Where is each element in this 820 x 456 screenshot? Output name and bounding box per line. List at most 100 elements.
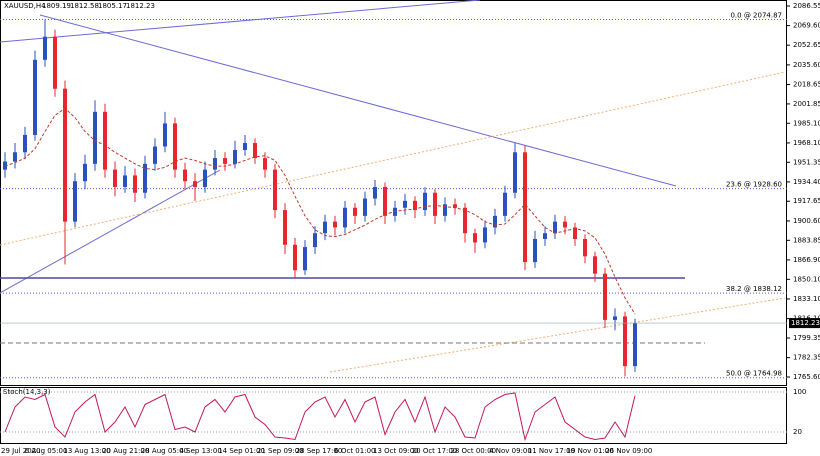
candle-body	[33, 59, 37, 135]
candle-body	[143, 163, 147, 193]
fib-label: 23.6 @ 1928.60	[726, 181, 782, 189]
x-tick-label: 11 Nov 17:00	[528, 447, 575, 455]
candle-body	[363, 198, 367, 216]
candle-body	[423, 192, 427, 211]
y-tick-label: 2035.60	[793, 61, 820, 69]
y-tick-label: 1799.35	[793, 334, 820, 342]
stoch-frame	[0, 387, 787, 444]
stoch-title: Stoch(14,3,3)	[3, 388, 51, 396]
x-tick-label: 4 Sep 13:00	[180, 447, 222, 455]
candle-body	[223, 158, 227, 164]
candle-body	[313, 233, 317, 248]
y-tick-label: 1833.10	[793, 295, 820, 303]
x-tick-label: 26 Nov 09:00	[605, 447, 652, 455]
candle-body	[383, 186, 387, 216]
candle-body	[323, 221, 327, 234]
candle-body	[283, 210, 287, 245]
candle-body	[343, 207, 347, 228]
candle-body	[53, 36, 57, 89]
candle-body	[63, 88, 67, 222]
y-tick-label: 1917.65	[793, 197, 820, 205]
x-tick-label: 28 Aug 05:00	[141, 447, 188, 455]
candle-body	[503, 192, 507, 216]
candle-body	[93, 111, 97, 164]
candle-body	[443, 204, 447, 216]
stoch-line	[4, 392, 636, 442]
candle-body	[103, 111, 107, 170]
y-tick-label: 2069.60	[793, 22, 820, 30]
candle-body	[243, 143, 247, 150]
candle-body	[583, 238, 587, 257]
last-price-box	[789, 318, 820, 329]
candle-body	[303, 247, 307, 271]
candle-body	[153, 146, 157, 164]
candle-body	[163, 123, 167, 147]
y-tick-label: 2052.65	[793, 41, 820, 49]
fib-label: 50.0 @ 1764.98	[726, 370, 782, 378]
fib-label: 38.2 @ 1838.12	[726, 285, 782, 293]
candle-body	[353, 207, 357, 216]
candle-body	[623, 316, 627, 367]
candle-body	[403, 200, 407, 208]
x-tick-label: 13 Aug 13:00	[63, 447, 110, 455]
candle-body	[133, 175, 137, 193]
y-tick-label: 1985.10	[793, 119, 820, 127]
candle-body	[193, 181, 197, 187]
stoch-tick-label: 20	[793, 428, 802, 436]
y-tick-label: 1951.35	[793, 158, 820, 166]
candle-body	[613, 316, 617, 320]
x-tick-label: 28 Sep 17:00	[296, 447, 343, 455]
candle-body	[273, 169, 277, 211]
ohlc-high: 1812.58	[70, 2, 99, 10]
candle-body	[473, 233, 477, 243]
x-tick-label: 14 Sep 01:00	[218, 447, 265, 455]
x-tick-label: 6 Aug 05:00	[25, 447, 68, 455]
x-tick-label: 28 Oct 00:00	[450, 447, 496, 455]
y-tick-label: 2001.85	[793, 100, 820, 108]
candle-body	[563, 221, 567, 228]
x-tick-label: 4 Nov 09:00	[489, 447, 532, 455]
x-tick-label: 13 Oct 09:00	[373, 447, 419, 455]
y-tick-label: 1900.60	[793, 217, 820, 225]
candle-body	[83, 163, 87, 182]
trend-line	[0, 0, 481, 43]
ohlc-close: 1812.23	[126, 2, 155, 10]
candle-body	[513, 152, 517, 193]
candle-body	[483, 227, 487, 243]
candle-body	[183, 169, 187, 182]
candle-body	[533, 238, 537, 263]
candle-body	[433, 192, 437, 216]
candle-body	[113, 169, 117, 187]
candle-body	[543, 233, 547, 239]
candle-body	[553, 221, 557, 234]
trend-line	[0, 169, 221, 294]
candle-body	[23, 134, 27, 153]
candle-body	[173, 123, 177, 170]
y-tick-label: 1866.90	[793, 256, 820, 264]
fib-label: 0.0 @ 2074.87	[730, 12, 782, 20]
candle-body	[573, 227, 577, 239]
x-tick-label: 21 Sep 09:00	[257, 447, 304, 455]
candle-body	[43, 36, 47, 60]
candle-body	[373, 186, 377, 199]
candle-body	[123, 175, 127, 187]
y-tick-label: 1968.10	[793, 139, 820, 147]
trend-line	[329, 297, 786, 373]
candle-body	[493, 215, 497, 228]
main-frame	[0, 0, 787, 386]
candle-body	[3, 161, 7, 170]
candle-body	[463, 207, 467, 234]
y-tick-label: 1883.85	[793, 236, 820, 244]
y-tick-label: 2018.65	[793, 80, 820, 88]
x-tick-label: 19 Nov 01:00	[567, 447, 614, 455]
candle-body	[203, 169, 207, 187]
moving-average	[4, 107, 636, 315]
x-tick-label: 20 Aug 21:00	[102, 447, 149, 455]
candle-body	[213, 158, 217, 170]
candle-body	[253, 143, 257, 159]
y-tick-label: 2086.55	[793, 2, 820, 10]
ohlc-low: 1805.17	[98, 2, 127, 10]
symbol: XAUUSD,H4	[4, 2, 46, 10]
candle-body	[13, 152, 17, 162]
